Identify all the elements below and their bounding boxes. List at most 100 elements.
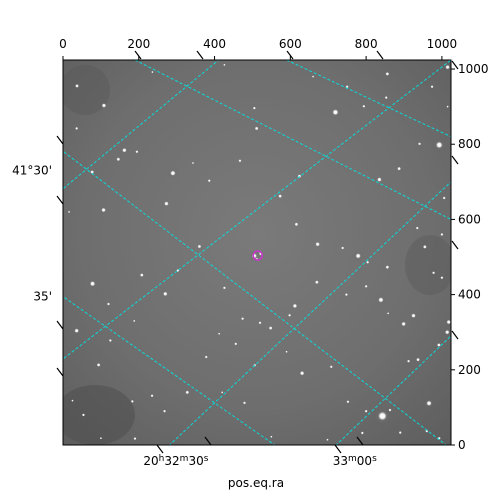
star — [418, 142, 422, 146]
star — [164, 201, 169, 206]
world-tick — [134, 50, 142, 60]
star — [185, 390, 190, 395]
star — [106, 302, 110, 306]
unit-superscript: s — [372, 454, 377, 464]
star — [101, 207, 106, 213]
world-tick — [196, 50, 204, 60]
marker-ring — [252, 250, 264, 261]
top-tick-label: 0 — [59, 37, 67, 51]
left-world-label: 41°30' — [12, 164, 52, 178]
star — [90, 170, 95, 174]
star — [75, 84, 79, 88]
world-tick — [376, 50, 384, 60]
top-tick-label: 800 — [355, 37, 378, 51]
star — [75, 126, 79, 130]
world-tick — [451, 155, 459, 165]
world-tick — [156, 444, 164, 454]
star — [81, 413, 85, 417]
world-tick — [204, 436, 212, 446]
star — [99, 437, 103, 440]
grid-line — [335, 335, 451, 445]
coordinate-grid — [63, 60, 451, 445]
right-tick-label: 600 — [458, 212, 481, 226]
star — [432, 271, 436, 275]
grid-line — [63, 60, 220, 190]
star — [411, 313, 416, 318]
star — [311, 75, 315, 78]
star — [270, 435, 273, 438]
grid-line — [286, 60, 451, 138]
star — [377, 411, 387, 421]
dark-region — [63, 385, 135, 445]
world-tick — [286, 50, 294, 60]
star — [74, 328, 79, 333]
world-tick — [56, 320, 64, 330]
value-part: 32 — [164, 454, 179, 468]
top-tick-label: 600 — [279, 37, 302, 51]
right-tick-label: 1000 — [458, 62, 489, 76]
value-part: 33 — [333, 454, 348, 468]
star — [401, 321, 406, 327]
star — [292, 303, 298, 309]
unit-superscript: m — [348, 454, 357, 464]
star — [440, 276, 444, 280]
star — [133, 319, 136, 323]
right-tick-label: 200 — [458, 363, 481, 377]
right-axis: 0 200 400 600 800 1000 — [451, 60, 489, 452]
star — [415, 226, 419, 230]
top-tick-label: 200 — [127, 37, 150, 51]
star — [139, 273, 144, 277]
star — [223, 63, 226, 67]
target-marker — [252, 250, 264, 261]
star — [329, 365, 333, 369]
star — [332, 109, 339, 116]
star — [314, 280, 319, 285]
grid-line — [63, 296, 276, 445]
star — [360, 431, 364, 435]
star — [407, 359, 411, 363]
world-tick — [56, 367, 64, 377]
star — [71, 399, 74, 402]
bottom-world-label: 33m00s — [333, 454, 377, 468]
star — [89, 281, 96, 287]
dark-region — [63, 65, 110, 115]
star — [116, 157, 121, 162]
star — [355, 253, 361, 259]
star — [151, 70, 154, 74]
right-tick-label: 0 — [458, 438, 466, 452]
world-tick — [56, 135, 64, 145]
star — [288, 313, 292, 317]
star — [101, 103, 107, 108]
star — [326, 438, 329, 441]
star — [294, 222, 299, 227]
star — [238, 159, 242, 163]
star — [430, 85, 434, 89]
star — [268, 326, 273, 330]
top-tick-label: 1000 — [427, 37, 458, 51]
star — [130, 399, 134, 403]
stars-layer — [67, 63, 451, 441]
plot-frame — [62, 59, 452, 446]
star — [444, 329, 450, 335]
unit-superscript: s — [204, 454, 209, 464]
star — [366, 260, 370, 264]
star — [362, 104, 366, 108]
star — [398, 431, 402, 435]
unit-superscript: h — [159, 454, 165, 464]
world-tick — [451, 330, 459, 340]
star — [204, 355, 208, 359]
star — [96, 363, 101, 367]
star — [445, 64, 450, 70]
star — [386, 312, 390, 315]
star — [252, 106, 256, 110]
star — [191, 161, 195, 165]
star — [315, 241, 320, 247]
star — [416, 357, 420, 362]
world-tick — [356, 436, 364, 446]
star — [222, 286, 226, 290]
star — [221, 391, 224, 394]
star — [163, 291, 168, 297]
value-part: 00 — [357, 454, 372, 468]
x-axis-label: pos.eq.ra — [228, 476, 284, 490]
